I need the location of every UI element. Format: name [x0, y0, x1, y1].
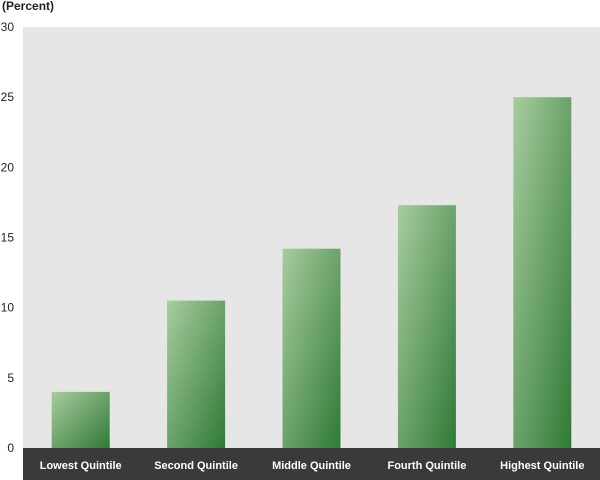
- bar: [282, 248, 341, 448]
- y-tick-label: 20: [1, 160, 15, 174]
- bars: [51, 97, 572, 448]
- y-tick-label: 25: [1, 90, 15, 104]
- y-axis-ticks: 0 5 10 15 20 25 30: [1, 20, 15, 455]
- y-tick-label: 10: [1, 301, 15, 315]
- y-axis-unit-label: (Percent): [2, 0, 54, 13]
- category-band: [23, 448, 600, 480]
- y-tick-label: 30: [1, 20, 15, 34]
- y-tick-label: 5: [7, 371, 14, 385]
- category-label: Highest Quintile: [500, 460, 584, 472]
- bar: [513, 97, 572, 448]
- y-tick-label: 0: [7, 441, 14, 455]
- bar: [51, 391, 110, 448]
- category-labels: Lowest Quintile Second Quintile Middle Qui…: [40, 460, 585, 472]
- y-tick-label: 15: [1, 231, 15, 245]
- category-label: Lowest Quintile: [40, 460, 122, 472]
- category-label: Middle Quintile: [272, 460, 351, 472]
- bar: [167, 300, 226, 448]
- category-label: Fourth Quintile: [387, 460, 466, 472]
- bar: [397, 205, 456, 448]
- category-label: Second Quintile: [154, 460, 238, 472]
